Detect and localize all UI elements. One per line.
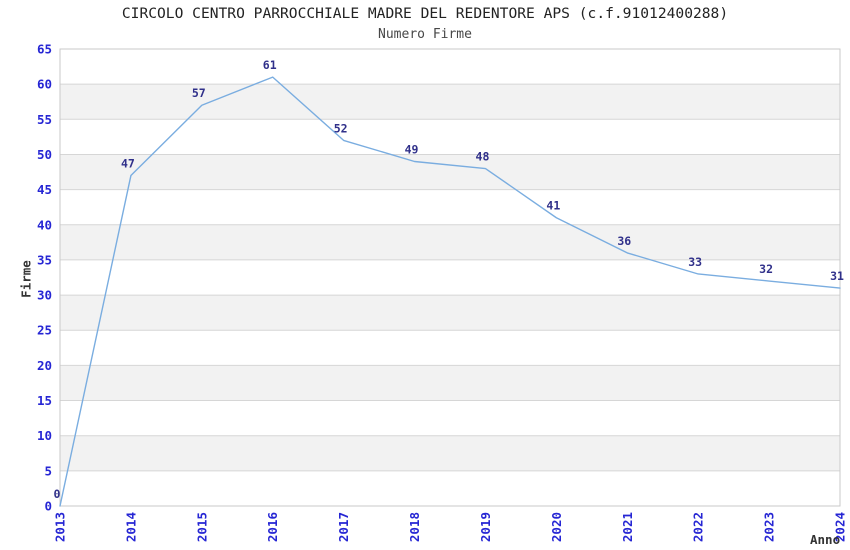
x-tick-label: 2019 <box>478 512 493 542</box>
series-line <box>59 76 841 507</box>
data-label: 36 <box>617 234 631 248</box>
plot-border <box>59 48 841 507</box>
y-tick-label: 0 <box>44 499 52 514</box>
y-tick-label: 35 <box>37 252 52 267</box>
plot-band <box>60 84 840 120</box>
plot-band <box>60 224 840 260</box>
y-tick-label: 10 <box>37 428 52 443</box>
x-tick-label: 2016 <box>265 512 280 542</box>
data-label: 48 <box>476 150 490 164</box>
data-label: 61 <box>263 58 277 72</box>
y-tick-label: 30 <box>37 288 52 303</box>
y-axis-title: Firme <box>18 260 34 298</box>
x-tick-label: 2014 <box>123 512 138 542</box>
x-tick-label: 2013 <box>53 512 68 542</box>
data-label: 33 <box>688 255 702 269</box>
x-axis-title: Anno <box>810 532 841 547</box>
x-tick-label: 2017 <box>336 512 351 542</box>
y-tick-label: 45 <box>37 182 52 197</box>
data-label: 0 <box>54 487 61 501</box>
data-label: 47 <box>121 157 135 171</box>
data-label: 49 <box>405 142 419 156</box>
data-label: 57 <box>192 86 206 100</box>
y-tick-label: 20 <box>37 358 52 373</box>
y-tick-label: 40 <box>37 217 52 232</box>
data-label: 52 <box>334 121 348 135</box>
y-tick-label: 50 <box>37 147 52 162</box>
chart-title: CIRCOLO CENTRO PARROCCHIALE MADRE DEL RE… <box>121 5 729 22</box>
x-tick-label: 2023 <box>762 512 777 542</box>
y-tick-label: 5 <box>44 463 52 478</box>
x-tick-label: 2024 <box>833 512 848 542</box>
x-tick-label: 2018 <box>407 512 422 542</box>
data-label: 41 <box>546 199 560 213</box>
plot-band <box>60 295 840 331</box>
data-label: 31 <box>830 269 844 283</box>
plot-band <box>60 365 840 401</box>
y-tick-label: 15 <box>37 393 52 408</box>
plot-band <box>60 154 840 190</box>
y-tick-label: 25 <box>37 323 52 338</box>
y-tick-label: 55 <box>37 112 52 127</box>
y-tick-label: 65 <box>37 42 52 57</box>
y-tick-label: 60 <box>37 77 52 92</box>
chart-subtitle: Numero Firme <box>378 27 472 42</box>
x-tick-label: 2022 <box>691 512 706 542</box>
x-tick-label: 2015 <box>194 512 209 542</box>
x-tick-label: 2020 <box>549 512 564 542</box>
plot-band <box>60 435 840 471</box>
x-tick-label: 2021 <box>620 512 635 542</box>
data-label: 32 <box>759 262 773 276</box>
